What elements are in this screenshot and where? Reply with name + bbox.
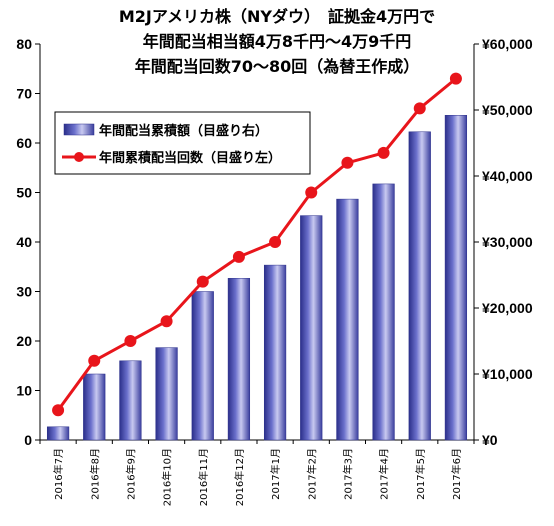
left-tick-label: 30 bbox=[16, 284, 32, 300]
bar bbox=[263, 264, 287, 441]
left-tick-label: 80 bbox=[16, 36, 32, 52]
line-marker bbox=[449, 72, 462, 85]
bar bbox=[336, 198, 359, 441]
line-marker bbox=[341, 156, 354, 169]
line-marker bbox=[232, 250, 245, 263]
x-tick-label: 2017年6月 bbox=[450, 448, 463, 500]
left-tick-label: 20 bbox=[16, 333, 32, 349]
line-path bbox=[56, 77, 457, 412]
left-tick-label: 60 bbox=[16, 135, 32, 151]
x-tick-label: 2016年9月 bbox=[124, 448, 137, 500]
legend-label-bar: 年間配当累積額（目盛り右） bbox=[99, 123, 268, 139]
legend: 年間配当累積額（目盛り右） 年間累積配当回数（目盛り左） bbox=[54, 111, 311, 175]
bar bbox=[46, 426, 70, 441]
right-tick-label: ¥50,000 bbox=[482, 102, 533, 118]
x-tick-label: 2017年3月 bbox=[341, 448, 354, 500]
bar bbox=[191, 291, 214, 441]
right-tick-label: ¥40,000 bbox=[482, 168, 533, 184]
left-tick-label: 70 bbox=[16, 86, 32, 102]
title-line-1: M2Jアメリカ株（NYダウ） 証拠金4万円で bbox=[119, 7, 435, 26]
bar bbox=[408, 131, 431, 441]
chart-title: M2Jアメリカ株（NYダウ） 証拠金4万円で 年間配当相当額4万8千円～4万9千… bbox=[119, 7, 435, 76]
line-marker bbox=[305, 186, 318, 199]
line-marker bbox=[377, 146, 390, 159]
bar bbox=[83, 373, 106, 441]
legend-label-line: 年間累積配当回数（目盛り左） bbox=[99, 150, 281, 166]
right-tick-label: ¥10,000 bbox=[482, 366, 533, 382]
x-tick-label: 2017年4月 bbox=[378, 448, 391, 500]
bar bbox=[300, 215, 323, 441]
bar-series bbox=[46, 115, 468, 441]
left-tick-label: 10 bbox=[16, 383, 32, 399]
left-axis-ticks: 0 10 20 30 40 50 60 70 80 bbox=[16, 36, 40, 448]
left-tick-label: 40 bbox=[16, 234, 32, 250]
title-line-2: 年間配当相当額4万8千円～4万9千円 bbox=[143, 32, 412, 51]
bar bbox=[119, 360, 142, 441]
bar bbox=[372, 183, 395, 441]
line-series bbox=[52, 72, 462, 417]
x-tick-label: 2016年11月 bbox=[197, 448, 210, 506]
x-tick-label: 2016年8月 bbox=[88, 448, 101, 500]
line-marker bbox=[269, 236, 282, 248]
line-marker bbox=[413, 102, 426, 115]
x-tick-label: 2017年2月 bbox=[305, 448, 318, 500]
bar bbox=[155, 347, 178, 441]
right-tick-label: ¥0 bbox=[482, 432, 498, 448]
right-tick-label: ¥20,000 bbox=[482, 300, 533, 316]
right-axis-ticks: ¥0 ¥10,000 ¥20,000 ¥30,000 ¥40,000 ¥50,000 ¥60… bbox=[474, 36, 533, 448]
legend-bar-swatch bbox=[63, 123, 95, 136]
left-tick-label: 50 bbox=[16, 185, 32, 201]
legend-marker bbox=[74, 152, 84, 162]
x-tick-label: 2016年12月 bbox=[233, 448, 246, 506]
x-tick-label: 2017年1月 bbox=[269, 448, 282, 500]
right-tick-label: ¥60,000 bbox=[482, 36, 533, 52]
line-marker bbox=[160, 315, 173, 328]
x-axis-ticks: 2016年7月 2016年8月 2016年9月 2016年10月 2016年11月 201… bbox=[39, 440, 475, 506]
x-tick-label: 2017年5月 bbox=[414, 448, 427, 500]
left-tick-label: 0 bbox=[24, 432, 32, 448]
line-marker bbox=[52, 404, 65, 417]
bar bbox=[227, 278, 251, 441]
right-tick-label: ¥30,000 bbox=[482, 234, 533, 250]
x-tick-label: 2016年7月 bbox=[52, 448, 65, 500]
line-marker bbox=[88, 354, 101, 367]
line-marker bbox=[124, 335, 137, 347]
legend-box bbox=[54, 111, 311, 175]
x-tick-label: 2016年10月 bbox=[161, 448, 174, 506]
bar bbox=[444, 115, 468, 441]
line-marker bbox=[196, 275, 209, 288]
title-line-3: 年間配当回数70～80回（為替王作成） bbox=[135, 57, 420, 76]
